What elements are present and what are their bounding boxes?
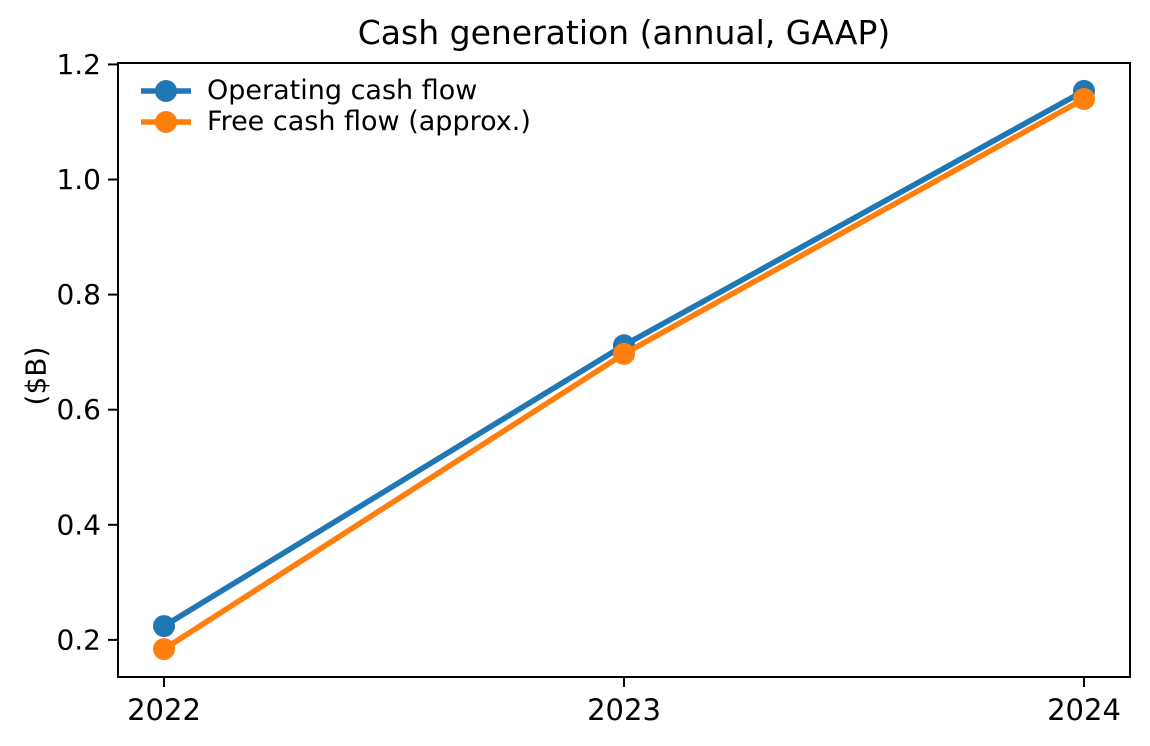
series-line-free-cash-flow-approx: [162, 96, 1086, 652]
y-axis-label: ($B): [19, 346, 53, 406]
data-point-free-cash-flow-approx-2023: [613, 342, 635, 365]
y-tick-label: 1.0: [56, 163, 101, 196]
legend-line-marker-icon: [141, 79, 191, 102]
data-point-free-cash-flow-approx-2022: [153, 638, 175, 661]
y-tick-label: 1.2: [56, 48, 101, 81]
y-tick-label: 0.8: [56, 278, 101, 311]
y-tick-label: 0.2: [56, 623, 101, 656]
data-point-free-cash-flow-approx-2024: [1073, 87, 1095, 110]
legend-item-operating-cash-flow: Operating cash flow: [141, 75, 531, 106]
y-tick-label: 0.6: [56, 393, 101, 426]
x-tick-label: 2022: [127, 693, 201, 727]
legend-item-free-cash-flow: Free cash flow (approx.): [141, 106, 531, 137]
legend: Operating cash flow Free cash flow (appr…: [141, 75, 531, 137]
legend-label: Free cash flow (approx.): [207, 106, 531, 137]
legend-label: Operating cash flow: [207, 75, 478, 106]
legend-line-marker-icon: [141, 110, 191, 133]
x-tick-label: 2023: [587, 693, 661, 727]
y-tick-label: 0.4: [56, 508, 101, 541]
x-tick-label: 2024: [1047, 693, 1121, 727]
data-point-operating-cash-flow-2022: [153, 615, 175, 638]
chart-title: Cash generation (annual, GAAP): [357, 13, 891, 52]
